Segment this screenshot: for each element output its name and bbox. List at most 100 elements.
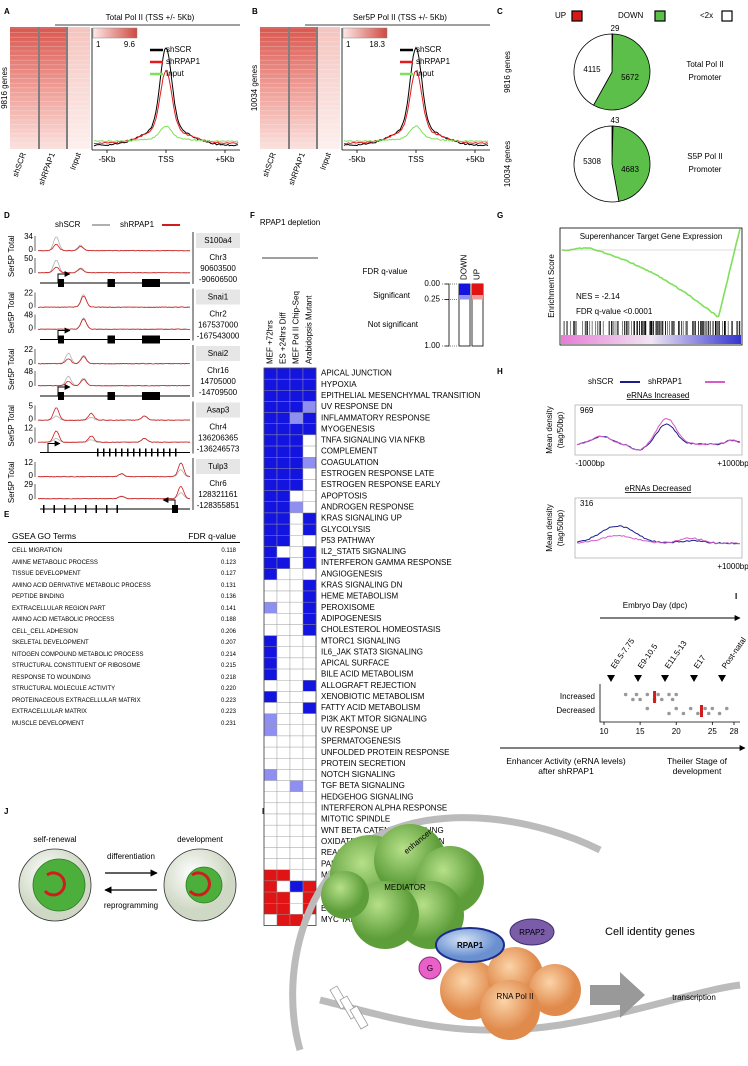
coverage-track	[37, 356, 190, 365]
significance-label: Significant	[373, 291, 411, 300]
go-term: STRUCTURAL MOLECULE ACTIVITY	[12, 686, 116, 692]
tss-arrow	[162, 497, 176, 509]
heatmap-cell	[289, 903, 304, 915]
track-zero: 0	[29, 267, 34, 276]
exon	[74, 505, 76, 513]
track-max: 12	[24, 424, 33, 433]
heatmap-cell	[263, 468, 278, 480]
hallmark-label: ESTROGEN RESPONSE EARLY	[321, 480, 441, 489]
heatmap-cell	[276, 791, 291, 804]
heatmap-cell	[289, 858, 304, 870]
exon	[106, 505, 108, 513]
k-label: RNA Pol II	[497, 992, 534, 1001]
heatmap-cell	[289, 869, 304, 882]
heatmap-cell	[263, 624, 278, 636]
heatmap-cell	[289, 813, 304, 826]
fdr-value: 0.223	[220, 709, 236, 715]
heatmap-cell	[263, 646, 278, 659]
track-max: 50	[24, 254, 33, 263]
hallmark-label: P53 PATHWAY	[321, 536, 376, 545]
loop-arrow	[43, 871, 66, 897]
stage-label: E11.5-13	[663, 639, 689, 671]
legend-swatch	[571, 10, 583, 22]
track-label: Total	[7, 348, 16, 365]
exon	[43, 505, 45, 513]
pie-value: 5308	[583, 157, 601, 166]
heatmap-cell	[276, 378, 291, 391]
heatmap-cell	[276, 735, 291, 748]
track-zero: 0	[29, 324, 34, 333]
heatmap-cell	[289, 546, 304, 558]
go-term: AMINE METABOLIC PROCESS	[12, 559, 98, 566]
heatmap-cell	[276, 601, 291, 614]
pie-value: 4115	[583, 65, 601, 74]
hallmark-label: HEME METABOLISM	[321, 592, 399, 601]
track-label: Ser5P	[7, 255, 16, 277]
column-label: MEF Pol II Chip-Seq	[292, 291, 301, 364]
table-row: CELL MIGRATION 0.118	[8, 546, 240, 558]
heatmap-cell	[289, 880, 304, 893]
heatmap-cell	[289, 657, 304, 670]
table-row: EXTRACELLULAR MATRIX 0.223	[8, 707, 240, 719]
hallmark-label: KRAS SIGNALING UP	[321, 514, 402, 523]
heatmap-cell	[302, 769, 317, 781]
track-label: Ser5P	[7, 481, 16, 503]
go-term: EXTRACELLULAR MATRIX	[12, 709, 87, 715]
fdr-value: 0.118	[221, 548, 236, 554]
heatmap-cell	[276, 590, 291, 603]
heatmap-cell	[263, 657, 278, 670]
legend-tick: 0.25	[424, 295, 440, 304]
exon	[127, 448, 129, 457]
hallmark-label: EPITHELIAL MESENCHYMAL TRANSITION	[321, 391, 481, 400]
k-label: MEDIATOR	[384, 883, 426, 892]
legend-swatch	[654, 10, 666, 22]
heatmap-cell	[263, 891, 278, 904]
heatmap-cell	[289, 668, 304, 681]
heatmap-cell	[289, 769, 304, 781]
heatmap-cell	[302, 378, 317, 391]
stage-label: E6.5-7.75	[609, 636, 637, 670]
fdr-value: 0.131	[220, 582, 236, 589]
annotation: FDR q-value <0.0001	[576, 307, 653, 316]
k-label: transcription	[672, 993, 716, 1002]
column-label: ES +24hrs Diff	[279, 312, 288, 364]
panel-letter: E	[4, 510, 10, 519]
heatmap-cell	[289, 412, 304, 424]
scale-label: 18.3	[369, 40, 385, 49]
heatmap-cell	[302, 746, 317, 759]
legend-label: shRPAP1	[166, 57, 201, 66]
heatmap-cell	[302, 557, 317, 569]
gene-name: Tulp3	[208, 462, 228, 471]
data-point	[634, 692, 639, 697]
legend-label: shSCR	[55, 220, 81, 229]
track-label: Total	[7, 405, 16, 422]
exon	[58, 392, 64, 400]
gene-count: 10034 genes	[503, 141, 512, 187]
fdr-value: 0.218	[220, 674, 236, 681]
hallmark-label: IL2_STAT5 SIGNALING	[321, 547, 406, 556]
table-row: TISSUE DEVELOPMENT 0.127	[8, 569, 240, 581]
heatmap-cell	[302, 490, 317, 502]
exon	[142, 279, 160, 287]
heatmap-cell	[302, 579, 317, 592]
heatmap-cell	[302, 434, 317, 447]
table-row: SKELETAL DEVELOPMENT 0.207	[8, 638, 240, 650]
g-protein	[418, 956, 442, 980]
x-label: +1000bp	[717, 459, 748, 468]
panel-letter: F	[250, 211, 255, 220]
axis-title: (tag/50bp)	[556, 509, 565, 546]
panel-k-genes: Cell identity genes	[605, 926, 695, 938]
stage-marker	[690, 675, 698, 682]
stage-marker	[661, 675, 669, 682]
heatmap-cell	[276, 914, 291, 926]
transcription-arrow	[590, 972, 645, 1018]
coordinate: -167543000	[197, 332, 240, 341]
color-scale	[92, 27, 138, 39]
go-term: CELL MIGRATION	[12, 548, 63, 554]
x-tick-label: 10	[600, 727, 609, 736]
heatmap-cell	[289, 601, 304, 614]
x-tick-label: 20	[672, 727, 681, 736]
gene-name: S100a4	[204, 236, 232, 245]
fdr-value: 0.123	[220, 559, 236, 566]
heatmap-cell	[302, 568, 317, 581]
